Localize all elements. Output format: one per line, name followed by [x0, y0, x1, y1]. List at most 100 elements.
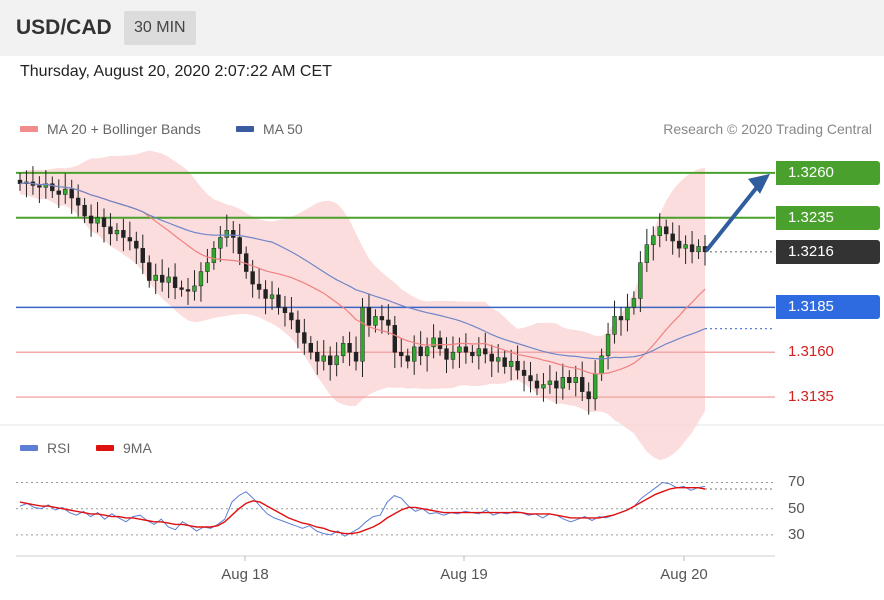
candle-body [147, 262, 152, 281]
x-tick-label: Aug 19 [440, 566, 488, 583]
candle-body [50, 183, 55, 192]
candle-body [95, 217, 100, 224]
candle-body [573, 377, 578, 383]
candle-body [418, 346, 423, 357]
candle-body [224, 230, 229, 238]
legend-ma50: MA 50 [236, 121, 303, 137]
ma50-swatch [236, 126, 254, 132]
candle-body [444, 348, 449, 360]
candle-body [612, 316, 617, 335]
candle-body [651, 235, 656, 245]
candle-body [256, 283, 262, 290]
rsi-tick-70: 70 [788, 473, 805, 491]
candle-body [347, 343, 352, 353]
candle-body [392, 325, 398, 353]
candle-body [75, 197, 81, 206]
candle-body [534, 380, 540, 389]
candle-body [424, 346, 430, 357]
candle-body [521, 369, 527, 376]
candle-body [192, 285, 197, 292]
candle-body [457, 346, 462, 353]
candle-body [399, 351, 404, 357]
ma50-line [19, 182, 706, 360]
candle-body [547, 380, 553, 385]
candle-body [592, 373, 598, 400]
candle-body [586, 391, 591, 400]
candle-body [580, 377, 585, 392]
legend-rsi: RSI [20, 440, 70, 456]
candle-body [269, 294, 275, 299]
candle-body [560, 377, 566, 389]
candle-body [450, 351, 456, 360]
candle-body [683, 244, 688, 249]
candle-body [644, 244, 650, 263]
research-credit: Research © 2020 Trading Central [663, 121, 872, 137]
timeframe-badge[interactable]: 30 MIN [124, 11, 196, 45]
candle-body [43, 183, 49, 188]
ma20-label: MA 20 + Bollinger Bands [47, 121, 201, 137]
candle-body [334, 355, 339, 366]
candle-body [101, 217, 107, 227]
ma9-label: 9MA [123, 440, 152, 456]
candle-body [315, 351, 320, 362]
candle-body [515, 360, 520, 371]
candle-body [237, 237, 242, 254]
candle-body [360, 307, 365, 362]
candle-body [605, 334, 611, 357]
candle-body [366, 307, 372, 326]
candle-body [205, 262, 210, 272]
candle-body [198, 271, 204, 287]
candle-body [321, 355, 326, 362]
candle-body [664, 226, 669, 235]
candle-body [263, 289, 268, 299]
candle-body [567, 377, 572, 383]
candle-body [625, 307, 630, 321]
candle-body [289, 312, 294, 321]
projection-arrow-shaft [705, 183, 760, 252]
candle-body [476, 348, 482, 357]
level-tag-3: 1.3185 [776, 295, 880, 320]
candle-body [412, 346, 417, 362]
candle-body [541, 384, 546, 389]
candle-body [618, 316, 624, 321]
rsi-9ma-line [19, 487, 706, 535]
header-bar: USD/CAD 30 MIN [0, 0, 884, 56]
candle-body [508, 360, 514, 367]
candle-body [386, 319, 391, 326]
ma20-swatch [20, 126, 38, 132]
candle-body [166, 276, 171, 283]
candle-body [554, 380, 559, 389]
ma9-swatch [96, 445, 114, 451]
candle-body [373, 316, 378, 326]
rsi-tick-30: 30 [788, 525, 805, 543]
candle-body [431, 337, 436, 348]
candle-body [159, 274, 165, 283]
candle-body [282, 307, 288, 314]
candle-body [250, 271, 255, 285]
instrument-title: USD/CAD [16, 16, 112, 39]
candle-body [179, 287, 184, 290]
candle-body [302, 332, 307, 344]
candle-body [134, 240, 139, 249]
level-tag-2: 1.3216 [776, 239, 880, 264]
candle-body [276, 294, 281, 308]
ma50-label: MA 50 [263, 121, 303, 137]
candle-body [483, 348, 488, 355]
candle-body [676, 240, 682, 249]
candle-body [153, 274, 158, 281]
candle-body [638, 262, 643, 299]
x-tick-label: Aug 18 [221, 566, 269, 583]
candle-body [211, 247, 217, 263]
rsi-line [19, 481, 706, 537]
candle-body [437, 337, 443, 349]
candle-body [670, 233, 675, 242]
level-tag-4: 1.3160 [788, 343, 834, 361]
level-tag-1: 1.3235 [776, 205, 880, 230]
candle-body [696, 246, 701, 253]
level-tag-0: 1.3260 [776, 160, 880, 185]
candle-body [405, 355, 410, 362]
candle-body [218, 237, 223, 249]
candle-body [470, 351, 475, 357]
